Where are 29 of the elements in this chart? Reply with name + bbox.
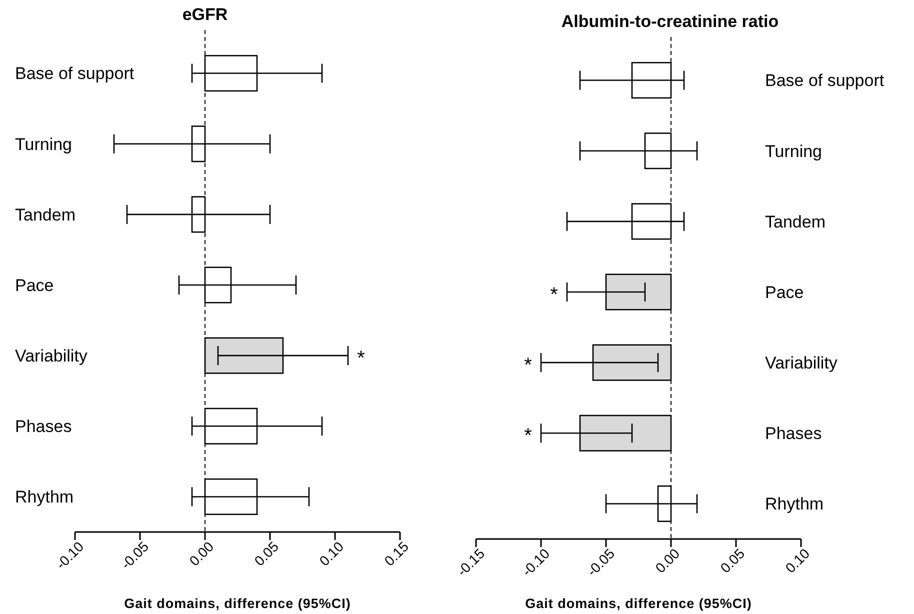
y-tick-label: Phases (15, 417, 72, 436)
x-tick-label: 0.05 (251, 538, 282, 569)
x-axis-title: Gait domains, difference (95%CI) (525, 596, 752, 611)
chart-title: Albumin-to-creatinine ratio (561, 12, 779, 31)
x-axis-title: Gait domains, difference (95%CI) (124, 596, 351, 611)
x-tick-label: 0.05 (717, 545, 748, 576)
chart-title: eGFR (182, 5, 228, 24)
y-tick-label: Rhythm (15, 488, 74, 507)
y-tick-label: Rhythm (765, 494, 824, 514)
y-tick-label: Tandem (765, 212, 826, 232)
y-tick-label: Base of support (765, 71, 884, 90)
x-tick-label: 0.00 (186, 538, 217, 569)
y-tick-label: Tandem (15, 205, 76, 224)
y-tick-label: Pace (765, 282, 804, 302)
annotation: * (357, 348, 366, 370)
annotation: * (550, 284, 558, 306)
y-tick-label: Variability (15, 346, 88, 366)
x-tick-label: 0.00 (652, 545, 683, 576)
y-tick-label: Phases (765, 424, 822, 444)
x-tick-label: 0.10 (782, 545, 813, 576)
y-tick-label: Turning (765, 142, 822, 161)
annotation: * (524, 354, 532, 377)
y-tick-label: Variability (765, 354, 838, 373)
annotation: * (524, 425, 532, 448)
y-tick-label: Base of support (15, 64, 134, 84)
y-tick-label: Turning (15, 134, 72, 154)
y-tick-label: Pace (15, 276, 54, 295)
x-tick-label: 0.10 (316, 538, 347, 569)
x-tick-label: 0.15 (381, 538, 412, 569)
